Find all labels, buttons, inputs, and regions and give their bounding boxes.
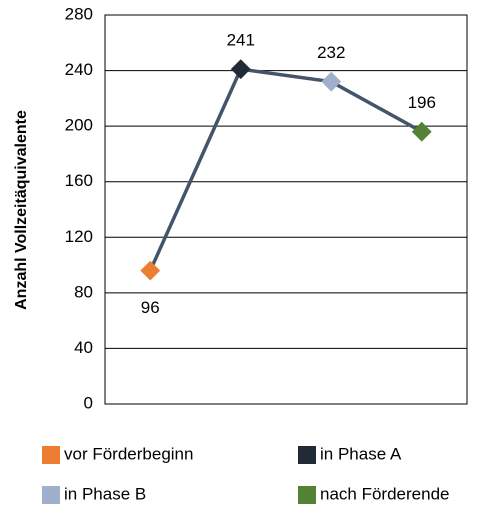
y-tick-label: 240 [65,60,93,79]
y-tick-label: 200 [65,116,93,135]
legend-swatch [42,486,60,504]
legend-swatch [42,446,60,464]
y-tick-label: 80 [74,282,93,301]
plot-border [104,14,468,405]
data-label: 241 [227,31,255,50]
line [148,67,423,272]
y-tick-label: 120 [65,227,93,246]
y-tick-label: 160 [65,171,93,190]
y-tick-label: 40 [74,338,93,357]
legend-label: in Phase B [64,484,146,503]
legend-swatch [298,446,316,464]
data-label: 196 [408,93,436,112]
legend-label: in Phase A [320,444,402,463]
y-axis-label: Anzahl Vollzeitäquivalente [13,110,30,310]
marker [230,59,251,80]
marker [140,260,161,281]
data-label: 232 [317,43,345,62]
marker [411,121,432,142]
y-tick-label: 0 [84,393,93,412]
marker [321,71,342,92]
data-label: 96 [141,298,160,317]
legend-label: vor Förderbeginn [64,444,193,463]
y-tick-label: 280 [65,4,93,23]
legend-label: nach Förderende [320,484,449,503]
legend-swatch [298,486,316,504]
